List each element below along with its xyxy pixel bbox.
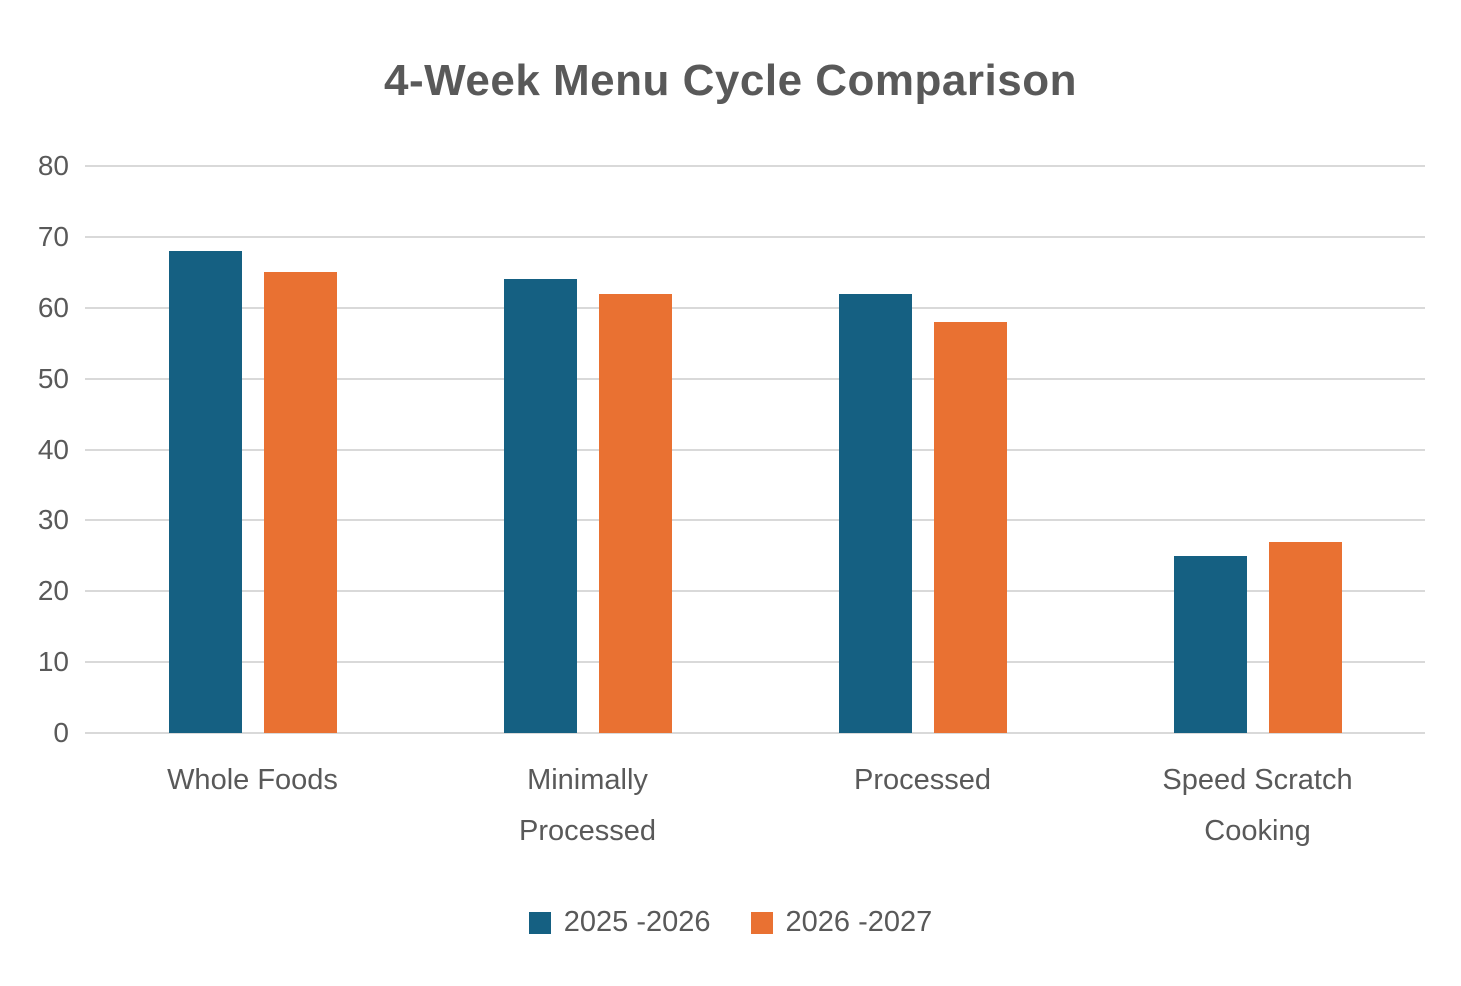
bar xyxy=(1268,541,1342,733)
y-axis-tick-label: 0 xyxy=(53,717,69,748)
x-axis-category-labels: Whole Foods Minimally Processed Processed S… xyxy=(85,755,1425,865)
x-axis-category-label: Processed xyxy=(755,755,1090,806)
gridline xyxy=(85,306,1425,309)
x-axis-category-label: Minimally Processed xyxy=(420,755,755,857)
gridline xyxy=(85,235,1425,238)
x-axis-category-label-text: Speed Scratch Cooking xyxy=(1162,764,1353,847)
legend-swatch-series1 xyxy=(528,911,551,934)
gridline xyxy=(85,165,1425,167)
x-axis-category-label: Speed Scratch Cooking xyxy=(1090,755,1425,857)
legend-swatch-series2 xyxy=(750,911,773,934)
y-axis-tick-label: 60 xyxy=(37,291,69,323)
y-axis-tick-label: 50 xyxy=(37,362,69,394)
gridline xyxy=(85,661,1425,664)
bar xyxy=(933,321,1007,733)
legend-item-2026-2027: 2026 -2027 xyxy=(750,906,933,939)
gridline xyxy=(85,590,1425,593)
gridline xyxy=(85,732,1425,734)
bar xyxy=(263,272,337,733)
x-axis-category-label-text: Processed xyxy=(853,764,991,796)
y-axis-tick-label: 70 xyxy=(37,220,69,252)
gridline xyxy=(85,448,1425,451)
legend-label-series2: 2026 -2027 xyxy=(785,906,933,938)
x-axis-category-label-text: Whole Foods xyxy=(167,764,338,796)
gridline xyxy=(85,377,1425,380)
chart-title: 4-Week Menu Cycle Comparison xyxy=(384,56,1077,105)
bar xyxy=(838,293,912,733)
gridline xyxy=(85,519,1425,522)
bar xyxy=(503,279,577,733)
plot-area: 0 10 20 30 40 50 60 70 80 xyxy=(38,150,1425,748)
y-axis-tick-label: 20 xyxy=(37,575,69,607)
x-axis-category-label: Whole Foods xyxy=(85,755,420,806)
x-axis-category-label-text: Minimally Processed xyxy=(518,764,656,847)
legend: 2025 -2026 2026 -2027 xyxy=(0,906,1461,939)
legend-label-series1: 2025 -2026 xyxy=(563,906,711,938)
legend-item-2025-2026: 2025 -2026 xyxy=(528,906,711,939)
bar xyxy=(1173,555,1247,733)
bar xyxy=(168,251,242,733)
bar xyxy=(598,293,672,733)
y-axis-tick-label: 30 xyxy=(37,504,69,536)
y-axis-tick-label: 10 xyxy=(37,646,69,678)
y-axis-tick-label: 40 xyxy=(37,433,69,465)
y-axis-tick-label: 80 xyxy=(37,150,69,181)
